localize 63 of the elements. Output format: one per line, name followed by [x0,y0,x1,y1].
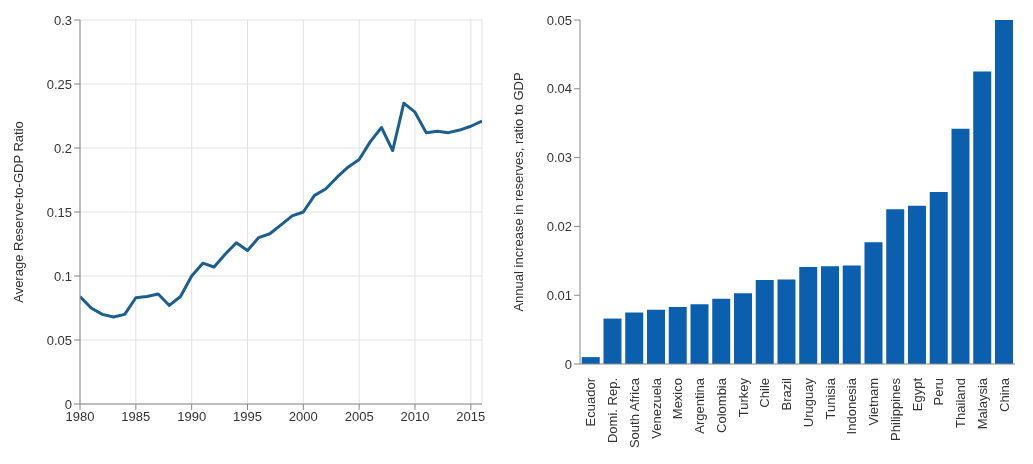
bar [951,128,970,364]
bar [994,20,1013,364]
y-axis-title: Annual increase in reserves, ratio to GDP [510,72,526,312]
y-tick-label: 0 [564,356,572,372]
x-tick-label: Ecuador [583,377,599,427]
bar [799,266,818,364]
y-tick-label: 0 [64,396,72,412]
y-tick-label: 0.3 [53,12,72,28]
x-tick-label: Vietnam [866,378,882,426]
x-tick-label: Tunisia [822,377,838,420]
bar [777,279,796,364]
x-tick-label: Peru [931,378,947,406]
bar [820,266,839,364]
x-tick-label: Egypt [909,377,925,412]
x-tick-label: Chile [757,378,773,408]
y-tick-label: 0.02 [546,219,572,235]
bar [864,242,883,364]
bar [755,280,774,364]
y-tick-label: 0.15 [46,204,72,220]
line-series [80,101,482,319]
bar [907,205,926,364]
x-tick-label: Thailand [953,378,969,428]
x-tick-label: 2005 [344,409,374,425]
x-tick-label: South Africa [626,377,642,449]
x-tick-label: 2000 [288,409,318,425]
bar [842,265,861,364]
y-tick-label: 0.03 [546,150,572,166]
x-tick-label: 1990 [177,409,207,425]
x-tick-label: Malaysia [974,377,990,430]
x-tick-label: 1985 [121,409,151,425]
y-tick-label: 0.04 [546,81,572,97]
x-tick-label: 1995 [233,409,262,425]
bar [712,298,731,364]
bar [603,318,622,364]
x-tick-label: Philippines [887,377,903,441]
x-tick-label: Mexico [670,378,686,420]
bar [929,192,948,364]
y-tick-label: 0.05 [546,12,572,28]
x-tick-label: Indonesia [844,377,860,435]
y-tick-label: 0.01 [546,287,572,303]
x-tick-label: 2015 [456,409,486,425]
x-tick-label: 1980 [65,409,95,425]
bar [886,209,905,364]
x-tick-label: 2010 [400,409,430,425]
x-tick-label: Venezuela [648,377,664,439]
x-tick-label: Argentina [692,377,708,434]
bar [668,306,687,364]
y-tick-label: 0.05 [46,332,72,348]
bar [646,309,665,364]
bar [690,304,709,364]
x-tick-label: Brazil [779,377,795,411]
x-tick-label: Domi. Rep. [605,378,621,444]
bar [733,293,752,364]
y-axis-title: Average Reserve-to-GDP Ratio [10,121,26,303]
x-tick-label: Turkey [735,377,751,418]
bar [973,71,992,364]
bar [625,312,644,364]
x-tick-label: China [996,377,1012,412]
x-tick-label: Uruguay [800,377,816,428]
y-tick-label: 0.25 [46,76,72,92]
y-tick-label: 0.1 [53,268,72,284]
x-tick-label: Colombia [713,377,729,433]
y-tick-label: 0.2 [53,140,72,156]
